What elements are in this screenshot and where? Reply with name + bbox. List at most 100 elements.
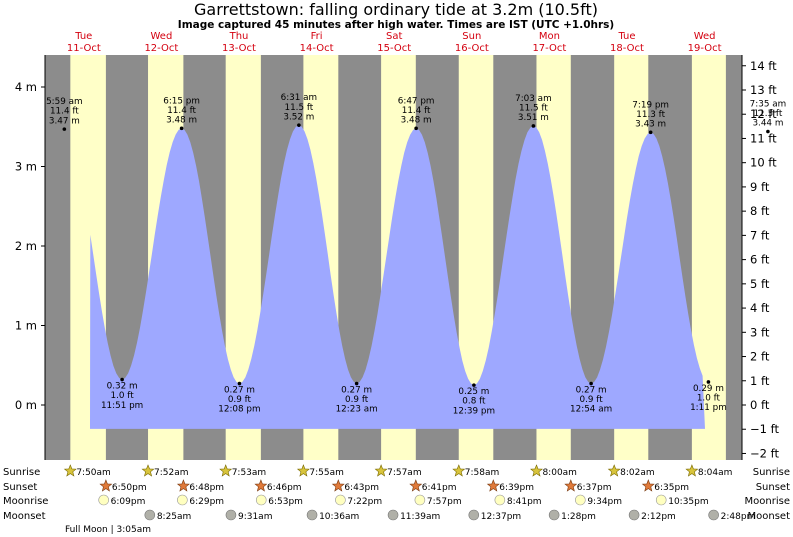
high-tide-label: 11.3 ft bbox=[754, 109, 783, 119]
day-date: 11-Oct bbox=[67, 43, 101, 54]
left-tick-label: 0 m bbox=[15, 398, 37, 412]
day-date: 16-Oct bbox=[455, 43, 489, 54]
low-tide-label: 1.0 ft bbox=[111, 391, 135, 401]
astro-row-label-right: Sunset bbox=[756, 482, 790, 493]
low-tide-label: 0.27 m bbox=[576, 386, 607, 396]
low-tide-label: 12:08 pm bbox=[218, 405, 260, 415]
high-tide-label: 3.48 m bbox=[166, 116, 197, 126]
high-tide-label: 3.43 m bbox=[635, 120, 666, 130]
right-tick-label: 1 ft bbox=[750, 374, 770, 388]
low-tide-point bbox=[472, 383, 476, 387]
day-date: 13-Oct bbox=[222, 43, 256, 54]
right-tick-label: 3 ft bbox=[750, 325, 770, 339]
moonrise-time: 6:53pm bbox=[268, 497, 303, 507]
right-tick-label: 13 ft bbox=[750, 83, 777, 97]
left-tick-label: 2 m bbox=[15, 239, 37, 253]
day-date: 14-Oct bbox=[300, 43, 334, 54]
high-tide-label: 3.47 m bbox=[49, 116, 80, 126]
low-tide-label: 0.9 ft bbox=[580, 395, 604, 405]
right-tick-label: −1 ft bbox=[750, 422, 779, 436]
astro-row-label-right: Moonrise bbox=[745, 496, 790, 507]
low-tide-label: 11:51 pm bbox=[101, 401, 143, 411]
sunset-time: 6:37pm bbox=[577, 483, 612, 493]
astro-table: Sunrise Sunrise Sunset Sunset Moonrise Moonri… bbox=[3, 464, 790, 535]
sunrise-time: 8:00am bbox=[542, 468, 577, 478]
high-tide-point bbox=[648, 130, 653, 135]
moonrise-time: 10:35pm bbox=[668, 497, 708, 507]
moonrise-icon bbox=[494, 494, 506, 506]
sunset-icon bbox=[564, 479, 578, 492]
right-tick-label: 7 ft bbox=[750, 228, 770, 242]
chart-subtitle: Image captured 45 minutes after high wat… bbox=[178, 19, 614, 31]
axes: 0 m 1 m 2 m 3 m 4 m −2 ft −1 ft 0 ft 1 ft 2 ft 3 f… bbox=[15, 31, 780, 460]
day-date: 12-Oct bbox=[144, 43, 178, 54]
high-tide-point bbox=[179, 126, 184, 131]
high-tide-point bbox=[766, 129, 770, 134]
astro-row-label-right: Sunrise bbox=[753, 467, 790, 478]
low-tide-point bbox=[237, 381, 242, 386]
sunrise-time: 7:50am bbox=[76, 468, 111, 478]
low-tide-label: 12:54 am bbox=[570, 405, 612, 415]
low-tide-label: 0.8 ft bbox=[462, 397, 486, 407]
high-tide-label: 6:47 pm bbox=[398, 96, 435, 106]
high-tide-label: 6:15 pm bbox=[163, 96, 200, 106]
day-name: Tue bbox=[74, 31, 92, 42]
day-name: Fri bbox=[311, 31, 323, 42]
left-tick-label: 1 m bbox=[15, 319, 37, 333]
moonrise-icon bbox=[335, 494, 346, 506]
low-tide-point bbox=[706, 380, 711, 384]
low-tide-point bbox=[120, 377, 124, 382]
low-tide-label: 0.29 m bbox=[693, 384, 724, 394]
sunrise-icon bbox=[374, 464, 388, 477]
sunset-time: 6:39pm bbox=[499, 483, 534, 493]
right-tick-label: 0 ft bbox=[750, 398, 770, 412]
high-tide-label: 11.4 ft bbox=[402, 106, 431, 116]
high-tide-label: 11.4 ft bbox=[167, 106, 196, 116]
high-tide-label: 3.48 m bbox=[401, 116, 432, 126]
sunset-time: 6:41pm bbox=[422, 483, 457, 493]
low-tide-point bbox=[354, 381, 359, 386]
astro-row-label-left: Moonrise bbox=[3, 496, 48, 507]
sunset-time: 6:48pm bbox=[189, 483, 224, 493]
moonrise-time: 6:09pm bbox=[111, 497, 146, 507]
moonset-icon bbox=[468, 509, 480, 521]
moonset-icon bbox=[628, 509, 640, 521]
sunset-icon bbox=[641, 479, 655, 492]
sunrise-icon bbox=[141, 464, 155, 477]
moonset-time: 1:28pm bbox=[561, 512, 596, 522]
plot-area bbox=[45, 55, 742, 460]
sunset-icon bbox=[254, 479, 268, 492]
moonset-icon bbox=[708, 509, 719, 521]
day-name: Sun bbox=[462, 31, 481, 42]
sunrise-icon bbox=[607, 464, 621, 477]
high-tide-label: 11.3 ft bbox=[636, 110, 665, 120]
moonrise-icon bbox=[575, 494, 586, 506]
high-tide-label: 11.4 ft bbox=[50, 107, 79, 117]
moonrise-time: 7:22pm bbox=[347, 497, 382, 507]
moonrise-time: 7:57pm bbox=[427, 497, 462, 507]
moonset-icon bbox=[225, 509, 237, 521]
high-tide-label: 3.44 m bbox=[752, 119, 783, 129]
day-name: Wed bbox=[694, 31, 716, 42]
sunrise-icon bbox=[219, 464, 233, 477]
right-tick-label: 12 ft bbox=[750, 107, 777, 121]
sunrise-icon bbox=[63, 464, 77, 477]
day-name: Sat bbox=[386, 31, 402, 42]
sunset-icon bbox=[176, 479, 190, 492]
astro-row-label-left: Moonset bbox=[3, 511, 46, 522]
high-tide-point bbox=[297, 123, 301, 127]
chart-title: Garrettstown: falling ordinary tide at 3… bbox=[194, 0, 598, 19]
moonrise-time: 9:34pm bbox=[587, 497, 622, 507]
sunset-icon bbox=[331, 479, 345, 492]
moonset-time: 2:48pm bbox=[721, 512, 756, 522]
sunrise-time: 7:53am bbox=[232, 468, 267, 478]
moonset-time: 12:37pm bbox=[481, 512, 521, 522]
astro-row-label-left: Sunset bbox=[3, 482, 37, 493]
moonset-time: 10:36am bbox=[319, 512, 359, 522]
high-tide-label: 7:03 am bbox=[515, 94, 552, 104]
moonset-icon bbox=[144, 509, 156, 521]
left-tick-label: 4 m bbox=[15, 80, 37, 94]
sunrise-time: 8:02am bbox=[620, 468, 655, 478]
sunrise-icon bbox=[685, 464, 699, 477]
full-moon-note: Full Moon | 3:05am bbox=[65, 525, 151, 535]
